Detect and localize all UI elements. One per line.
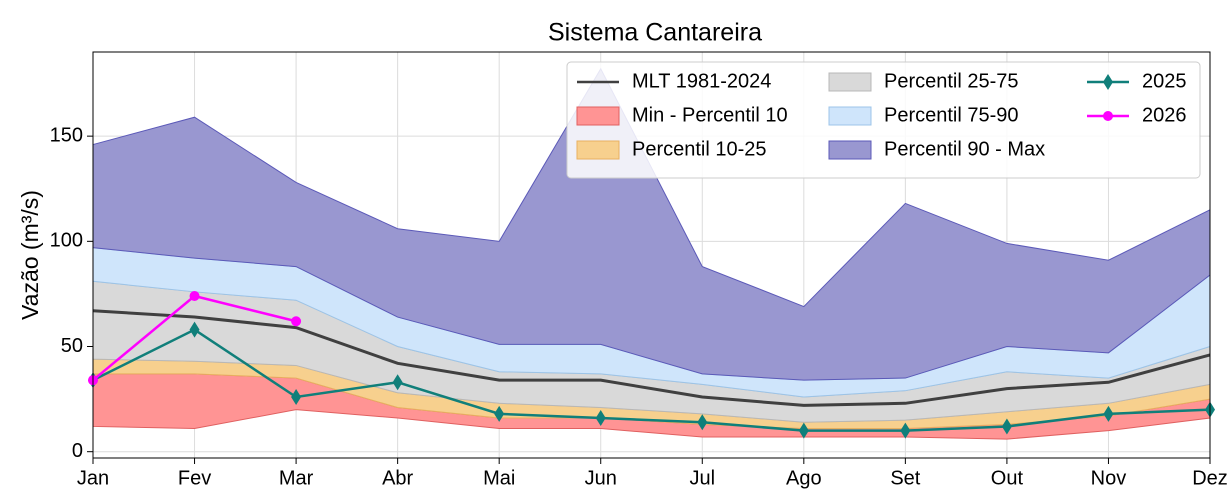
x-tick-label: Jan <box>77 467 109 489</box>
point-marker <box>189 321 200 338</box>
x-tick-label: Jul <box>689 467 715 489</box>
x-tick-label: Mar <box>279 467 314 489</box>
x-tick-label: Abr <box>382 467 413 489</box>
plot-frame <box>92 51 1211 459</box>
legend-swatch <box>828 106 872 126</box>
legend-label: Percentil 75-90 <box>884 104 1019 126</box>
legend-label: Percentil 10-25 <box>632 138 767 160</box>
y-tick-label: 150 <box>50 124 83 146</box>
point-marker <box>697 414 708 431</box>
point-marker <box>1001 418 1012 435</box>
x-tick-label: Set <box>890 467 920 489</box>
x-tick-label: Mai <box>483 467 515 489</box>
point-marker <box>291 388 302 405</box>
legend-label: 2025 <box>1142 70 1187 92</box>
legend-label: MLT 1981-2024 <box>632 70 771 92</box>
point-marker <box>494 405 505 422</box>
legend-label: Percentil 90 - Max <box>884 138 1045 160</box>
y-tick-label: 50 <box>61 335 83 357</box>
point-marker <box>595 410 606 427</box>
legend-box <box>566 61 1201 179</box>
x-tick-label: Nov <box>1091 467 1127 489</box>
x-tick-label: Jun <box>585 467 617 489</box>
legend-swatch <box>828 72 872 92</box>
y-tick-label: 0 <box>72 440 83 462</box>
legend-label: Percentil 25-75 <box>884 70 1019 92</box>
point-marker <box>392 374 403 391</box>
x-tick-label: Dez <box>1192 467 1228 489</box>
legend-swatch <box>576 140 620 160</box>
legend-label: Min - Percentil 10 <box>632 104 788 126</box>
legend-swatch <box>576 106 620 126</box>
legend-swatch <box>828 140 872 160</box>
legend-label: 2026 <box>1142 104 1187 126</box>
legend-swatch <box>1103 111 1113 121</box>
legend-swatch <box>1103 74 1113 90</box>
point-marker <box>291 316 302 327</box>
y-axis-label: Vazão (m³/s) <box>17 190 43 320</box>
chart-title: Sistema Cantareira <box>548 19 762 47</box>
y-tick-label: 100 <box>50 230 83 252</box>
point-marker <box>1103 405 1114 422</box>
point-marker <box>798 422 809 439</box>
x-tick-label: Fev <box>178 467 211 489</box>
x-tick-label: Out <box>991 467 1024 489</box>
series-line <box>92 328 1211 432</box>
point-marker <box>900 422 911 439</box>
point-marker <box>189 291 200 302</box>
x-tick-label: Ago <box>786 467 822 489</box>
series-line <box>92 309 1211 407</box>
